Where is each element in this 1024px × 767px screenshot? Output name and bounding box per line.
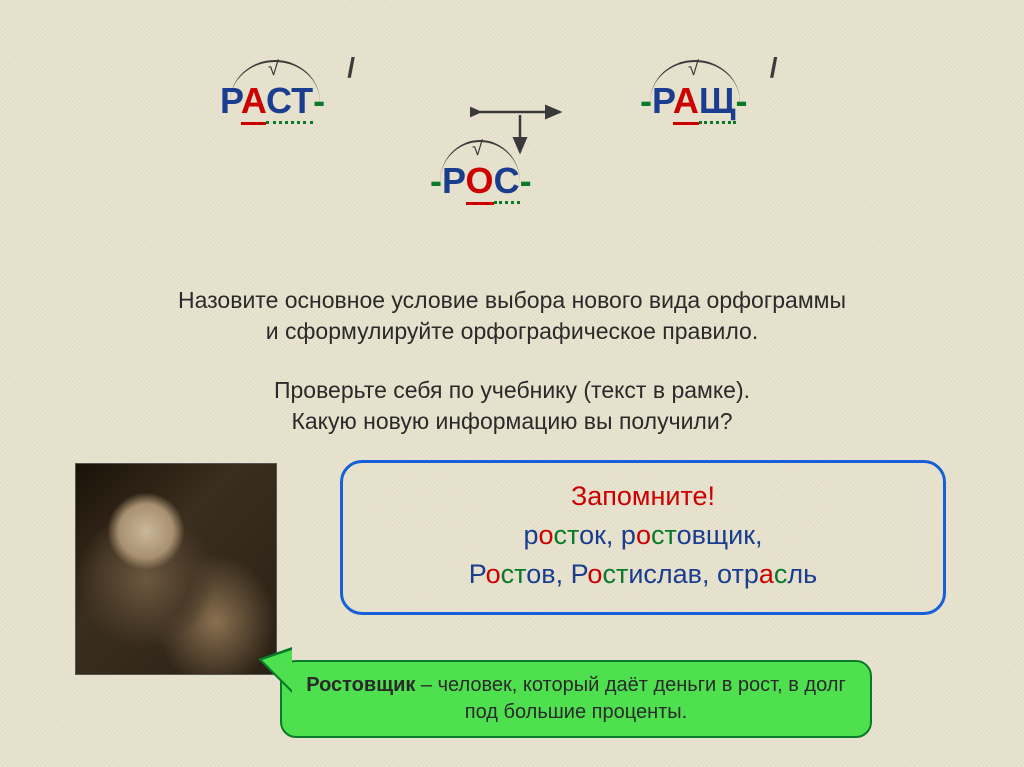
memo-title: Запомните! [353, 477, 933, 516]
definition-text: – человек, который даёт деньги в рост, в… [415, 674, 845, 723]
memo-line-3: Ростов, Ростислав, отрасль [353, 555, 933, 594]
roots-diagram: √ / РАСТ- √ / -РАЩ- [0, 80, 1024, 230]
instruction-text-2: Проверьте себя по учебнику (текст в рамк… [51, 375, 973, 437]
painting-image [75, 463, 277, 675]
definition-callout: Ростовщик – человек, который даёт деньги… [280, 660, 872, 738]
root-rasch: √ / -РАЩ- [640, 80, 748, 122]
instruction-text-1: Назовите основное условие выбора нового … [51, 285, 973, 347]
root-ros: √ -РОС- [430, 160, 532, 202]
memo-line-2: росток, ростовщик, [353, 516, 933, 555]
definition-term: Ростовщик [306, 674, 415, 696]
root-rast: √ / РАСТ- [220, 80, 325, 122]
memo-callout: Запомните! росток, ростовщик, Ростов, Ро… [340, 460, 946, 615]
speech-tail-fill [262, 650, 292, 690]
